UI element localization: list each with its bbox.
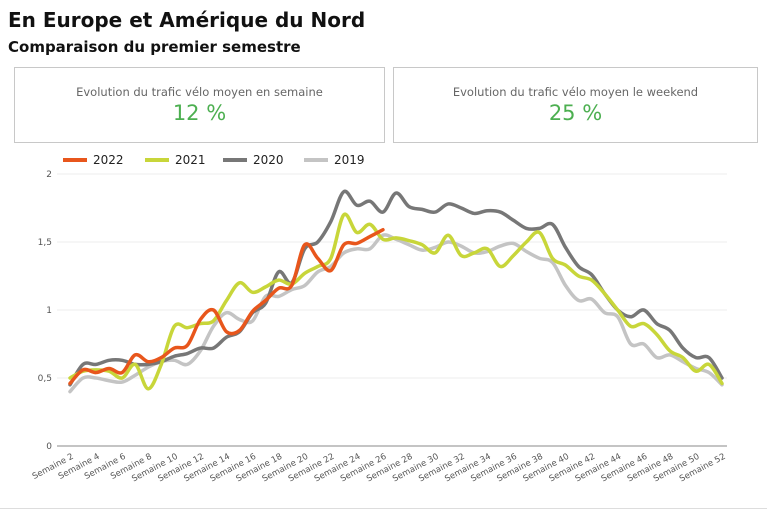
divider (0, 508, 767, 509)
y-tick-label: 0 (46, 442, 52, 452)
kpi-label: Evolution du trafic vélo moyen en semain… (76, 85, 323, 99)
kpi-label: Evolution du trafic vélo moyen le weeken… (452, 85, 699, 99)
kpi-value: 25 % (548, 101, 603, 125)
legend-label: 2020 (253, 153, 284, 167)
series-line (68, 228, 385, 386)
legend-label: 2022 (93, 153, 124, 167)
y-tick-label: 2 (46, 170, 52, 180)
page-title: En Europe et Amérique du Nord (8, 8, 366, 32)
y-tick-label: 1,5 (38, 238, 52, 248)
kpi-value: 12 % (172, 101, 227, 125)
y-tick-label: 1 (46, 306, 52, 316)
kpi-card: Evolution du trafic vélo moyen en semain… (14, 67, 385, 143)
series-line (68, 189, 724, 387)
legend-label: 2019 (334, 153, 365, 167)
series-line (68, 212, 724, 391)
legend-label: 2021 (175, 153, 206, 167)
kpi-card: Evolution du trafic vélo moyen le weeken… (393, 67, 758, 143)
page-subtitle: Comparaison du premier semestre (8, 38, 301, 56)
y-tick-label: 0,5 (38, 374, 52, 384)
